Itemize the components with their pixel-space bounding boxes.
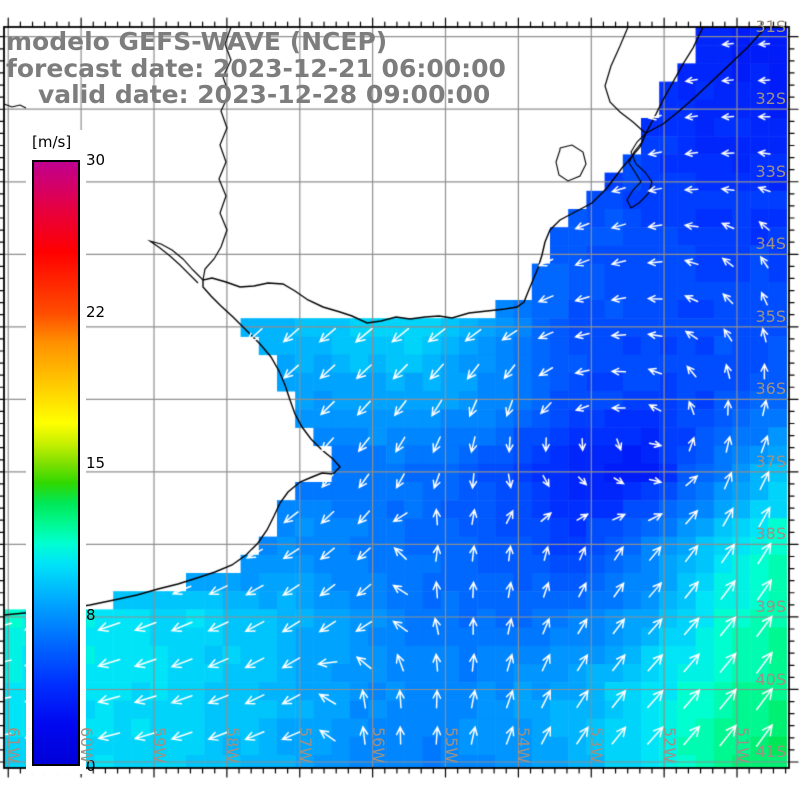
- lon-label-54W: 54W: [514, 727, 534, 764]
- colorbar-tick-8: 8: [86, 605, 96, 624]
- lon-label-55W: 55W: [441, 727, 461, 764]
- lon-label-57W: 57W: [295, 727, 315, 764]
- colorbar-tick-15: 15: [86, 454, 106, 472]
- lat-label-40S: 40S: [755, 669, 786, 689]
- lat-label-38S: 38S: [755, 524, 786, 544]
- colorbar-unit-label: [m/s]: [32, 133, 72, 151]
- colorbar-tick-22: 22: [86, 302, 106, 321]
- lon-label-60W: 60W: [77, 727, 97, 764]
- colorbar-tick-30: 30: [86, 151, 106, 169]
- lon-label-52W: 52W: [660, 727, 680, 764]
- lat-label-33S: 33S: [755, 161, 786, 181]
- lon-label-61W: 61W: [4, 727, 24, 764]
- lon-label-51W: 51W: [733, 727, 752, 764]
- colorbar: [32, 160, 80, 766]
- model-title: modelo GEFS-WAVE (NCEP): [6, 27, 388, 56]
- lat-label-34S: 34S: [755, 234, 786, 254]
- lat-label-32S: 32S: [755, 89, 786, 109]
- lat-label-39S: 39S: [755, 597, 786, 616]
- lon-label-53W: 53W: [587, 727, 607, 764]
- valid-date: valid date: 2023-12-28 09:00:00: [38, 80, 491, 109]
- lat-label-31S: 31S: [755, 16, 786, 36]
- lat-label-41S: 41S: [755, 742, 786, 761]
- colorbar-tick-0: 0: [86, 757, 96, 775]
- lon-label-59W: 59W: [150, 727, 169, 764]
- lat-label-35S: 35S: [755, 306, 786, 326]
- lat-label-36S: 36S: [755, 379, 786, 399]
- forecast-date: forecast date: 2023-12-21 06:00:00: [6, 54, 506, 83]
- lon-label-56W: 56W: [368, 727, 388, 764]
- lat-label-37S: 37S: [755, 451, 786, 471]
- lon-label-58W: 58W: [222, 727, 242, 764]
